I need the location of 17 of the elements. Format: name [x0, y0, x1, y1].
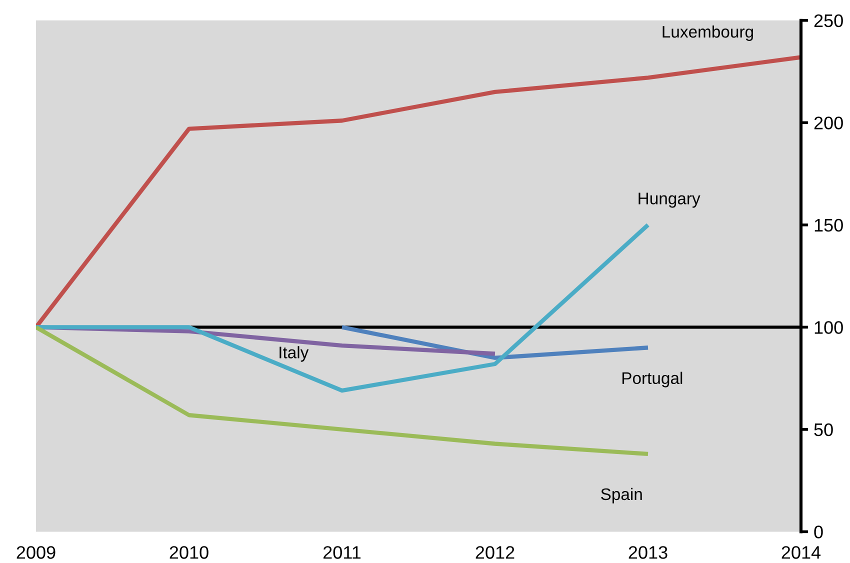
x-tick-label: 2011: [323, 546, 361, 559]
x-tick-label: 2012: [476, 546, 514, 559]
y-tick-label: 100: [814, 321, 843, 334]
x-tick-label: 2014: [782, 546, 821, 559]
series-label: Luxembourg: [662, 25, 753, 41]
y-tick-label: 250: [814, 14, 843, 28]
x-tick-label: 2009: [16, 546, 56, 559]
text: Spain: [601, 488, 642, 504]
y-tick-label: 200: [814, 116, 843, 130]
y-tick-label: 50: [814, 423, 833, 436]
series-label: Hungary: [638, 192, 700, 208]
series-label: Portugal: [622, 372, 682, 388]
x-tick-label: 2010: [170, 546, 208, 559]
series-label: Italy: [280, 346, 309, 362]
x-tick-label: 2013: [628, 546, 668, 559]
y-tick-label: 0: [814, 526, 823, 538]
y-tick-label: 150: [814, 218, 843, 232]
